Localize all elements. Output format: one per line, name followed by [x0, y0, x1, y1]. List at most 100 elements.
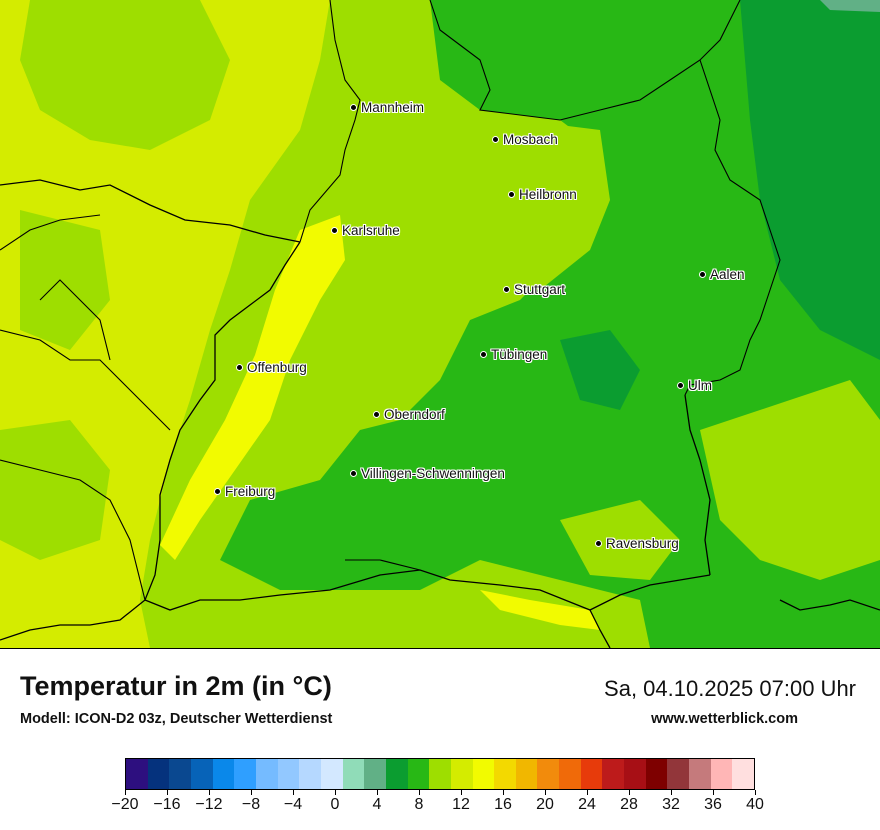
colorbar-segment: [515, 759, 538, 789]
colorbar-segment: [580, 759, 603, 789]
colorbar-segment: [689, 759, 711, 789]
city-marker: Mannheim: [350, 100, 424, 115]
colorbar-tick: [208, 790, 210, 795]
city-marker: Villingen-Schwenningen: [350, 466, 505, 481]
city-dot: [331, 227, 338, 234]
city-label: Ravensburg: [606, 536, 679, 551]
colorbar-segment: [450, 759, 473, 789]
city-label: Offenburg: [247, 360, 307, 375]
colorbar-tick: [628, 790, 630, 795]
colorbar-segment: [667, 759, 690, 789]
colorbar-segment: [624, 759, 646, 789]
city-marker: Ravensburg: [595, 536, 679, 551]
colorbar-tick-label: 32: [662, 796, 680, 813]
temp-area-12-14-ravensburg: [560, 500, 680, 580]
country-borders: [0, 179, 880, 648]
temperature-colorbar: [125, 758, 755, 790]
city-dot: [214, 488, 221, 495]
colorbar-segment: [407, 759, 430, 789]
colorbar-segment: [494, 759, 516, 789]
colorbar-segment: [169, 759, 191, 789]
temp-area-8-10-east: [740, 0, 880, 360]
city-label: Oberndorf: [384, 407, 445, 422]
temp-area-12-14-north-west: [20, 0, 230, 150]
city-label: Tübingen: [491, 347, 548, 362]
city-dot: [595, 540, 602, 547]
colorbar-tick-label: 0: [330, 796, 340, 813]
colorbar-segment: [277, 759, 300, 789]
temperature-map: Mannheim Mosbach Heilbronn Karlsruhe Aal…: [0, 0, 880, 649]
colorbar-tick-label: 4: [372, 796, 382, 813]
colorbar-tick-label: 20: [536, 796, 554, 813]
city-marker: Tübingen: [480, 347, 547, 362]
city-dot: [492, 136, 499, 143]
colorbar-tick-label: −16: [153, 796, 181, 813]
colorbar-segment: [147, 759, 170, 789]
colorbar-tick-label: 12: [452, 796, 470, 813]
city-dot: [373, 411, 380, 418]
colorbar-segment: [234, 759, 256, 789]
colorbar-segment: [212, 759, 235, 789]
colorbar-tick-label: 8: [414, 796, 424, 813]
city-marker: Karlsruhe: [331, 223, 400, 238]
colorbar-ticks: −20 −16 −12 −8 −4 0 4 8 12 16 20 24 28 32 36 40: [111, 790, 764, 820]
colorbar-tick-label: 28: [620, 796, 638, 813]
colorbar-tick: [124, 790, 126, 795]
colorbar-segment: [472, 759, 495, 789]
city-dot: [350, 470, 357, 477]
colorbar-tick-label: 24: [578, 796, 596, 813]
city-dot: [677, 382, 684, 389]
colorbar-tick: [754, 790, 756, 795]
city-marker: Heilbronn: [508, 187, 577, 202]
temp-area-16-18-rhine: [160, 215, 345, 560]
temp-area-12-14-pfalz: [20, 210, 110, 350]
colorbar-segment: [559, 759, 581, 789]
colorbar-tick-label: −20: [111, 796, 139, 813]
city-dot: [508, 191, 515, 198]
model-subtitle: Modell: ICON-D2 03z, Deutscher Wetterdie…: [20, 711, 333, 727]
colorbar-segment: [190, 759, 213, 789]
colorbar-segment: [126, 759, 148, 789]
temp-area-16-18-lake: [480, 590, 600, 630]
colorbar-tick: [292, 790, 294, 795]
colorbar-tick-label: 40: [746, 796, 764, 813]
city-label: Mosbach: [503, 132, 558, 147]
city-marker: Offenburg: [236, 360, 307, 375]
state-borders: [0, 0, 781, 601]
city-label: Heilbronn: [519, 187, 577, 202]
colorbar-segment: [732, 759, 755, 789]
colorbar-segment: [645, 759, 668, 789]
colorbar-tick: [586, 790, 588, 795]
city-label: Freiburg: [225, 484, 276, 499]
colorbar-segment: [429, 759, 451, 789]
temp-area-6-8: [820, 0, 880, 12]
colorbar-tick-label: 16: [494, 796, 512, 813]
colorbar-tick: [166, 790, 168, 795]
colorbar-segment: [320, 759, 343, 789]
city-label: Aalen: [710, 267, 745, 282]
website-link[interactable]: www.wetterblick.com: [651, 711, 798, 727]
colorbar-tick: [502, 790, 504, 795]
colorbar-tick: [334, 790, 336, 795]
city-dot: [236, 364, 243, 371]
city-label: Villingen-Schwenningen: [361, 466, 505, 481]
map-title: Temperatur in 2m (in °C): [20, 671, 332, 701]
colorbar-tick: [712, 790, 714, 795]
colorbar-segment: [602, 759, 625, 789]
colorbar-segment: [537, 759, 560, 789]
colorbar-segment: [710, 759, 733, 789]
city-marker: Aalen: [699, 267, 745, 282]
colorbar-tick-label: −8: [241, 796, 261, 813]
temp-area-12-14-oberschwaben: [700, 380, 880, 580]
city-marker: Mosbach: [492, 132, 558, 147]
city-dot: [503, 286, 510, 293]
colorbar-tick: [376, 790, 378, 795]
colorbar-segment: [299, 759, 321, 789]
colorbar-segment: [385, 759, 408, 789]
temperature-field: [0, 0, 880, 648]
temp-area-12-14-alsace: [0, 420, 110, 560]
forecast-datetime: Sa, 04.10.2025 07:00 Uhr: [604, 676, 856, 701]
city-label: Karlsruhe: [342, 223, 400, 238]
colorbar-segment: [342, 759, 365, 789]
colorbar-tick: [460, 790, 462, 795]
